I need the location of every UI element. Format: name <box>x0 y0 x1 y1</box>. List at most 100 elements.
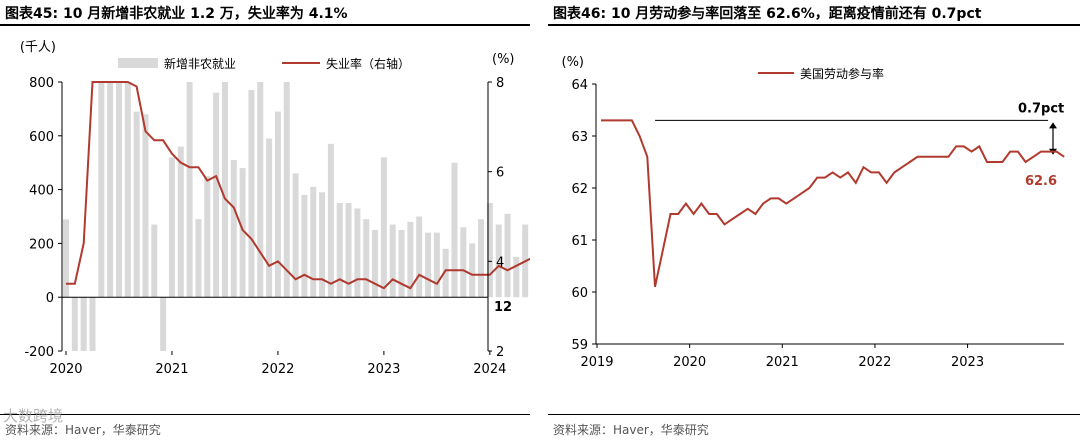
y-right-tick-label: 6 <box>496 166 504 181</box>
title-divider <box>548 24 1080 26</box>
y-left-tick-label: 400 <box>29 184 54 199</box>
pre-pandemic-reference: 0.7pct 62.6 <box>655 101 1064 189</box>
y-tick-label: 64 <box>571 78 588 93</box>
bar-2021-06 <box>213 92 220 298</box>
bar-2021-07 <box>221 82 228 298</box>
bar-2023-03 <box>398 229 405 298</box>
annotation-latest-value: 62.6 <box>1025 174 1057 189</box>
bar-2023-09 <box>451 162 458 298</box>
bar-2022-09 <box>345 203 352 298</box>
x-tick-label: 2020 <box>49 362 82 377</box>
footer-divider <box>548 414 1080 415</box>
bar-2022-03 <box>292 173 299 298</box>
bar-2020-05 <box>98 82 105 298</box>
title-divider <box>0 24 530 26</box>
bar-2022-11 <box>363 219 370 298</box>
bar-2020-02 <box>71 297 78 351</box>
y-tick-label: 60 <box>571 286 588 301</box>
y-right-unit: (%) <box>492 52 515 67</box>
bar-2021-05 <box>204 176 211 298</box>
bar-2021-01 <box>168 157 175 298</box>
legend-label-nonfarm: 新增非农就业 <box>164 56 236 71</box>
bar-2024-01 <box>486 203 493 298</box>
panel-participation-rate: 图表46: 10 月劳动参与率回落至 62.6%，距离疫情前还有 0.7pct … <box>548 0 1080 443</box>
footer-divider <box>0 414 530 415</box>
source-note: 资料来源：Haver，华泰研究 <box>5 423 161 437</box>
bar-2022-05 <box>310 186 317 298</box>
bar-2020-06 <box>107 82 114 298</box>
bar-2021-08 <box>230 160 237 298</box>
y-unit: (%) <box>562 55 585 70</box>
legend: 新增非农就业 失业率（右轴） <box>118 56 410 71</box>
y-left-unit: (千人) <box>20 40 56 55</box>
legend-swatch-bar <box>118 58 158 68</box>
y-right-tick-label: 2 <box>496 345 504 360</box>
nonfarm-unemployment-chart: -200 0 200 400 600 800 2 4 6 8 2020 2021 2022 2023 202… <box>20 40 530 377</box>
y-left-tick-label: 800 <box>29 76 54 91</box>
annotation-latest-payrolls: 12 <box>494 300 512 315</box>
y-tick-label: 61 <box>571 234 588 249</box>
bar-2023-11 <box>469 243 476 298</box>
bar-2020-03 <box>80 297 87 351</box>
y-right-tick-label: 4 <box>496 255 504 270</box>
bar-2021-09 <box>239 168 246 298</box>
bar-2022-08 <box>336 203 343 298</box>
x-tick-label: 2022 <box>261 362 294 377</box>
bar-2023-01 <box>380 157 387 298</box>
y-tick-label: 59 <box>571 338 588 353</box>
bar-2020-10 <box>142 114 149 298</box>
bar-2023-12 <box>478 219 485 298</box>
bar-series-nonfarm <box>63 82 529 351</box>
x-tick-label: 2021 <box>155 362 188 377</box>
line-series-participation <box>601 119 1065 288</box>
bar-2020-08 <box>124 82 131 298</box>
y-left-tick-label: -200 <box>24 345 54 360</box>
axes: 59 60 61 62 63 64 2019 2020 2021 2022 2023 (%) <box>562 55 1064 370</box>
x-tick-label: 2022 <box>858 355 891 370</box>
chart-title: 图表45: 10 月新增非农就业 1.2 万，失业率为 4.1% <box>5 6 348 22</box>
annotation-gap: 0.7pct <box>1018 101 1064 116</box>
bar-2023-06 <box>425 232 432 298</box>
bar-2023-02 <box>389 224 396 298</box>
source-note: 资料来源：Haver，华泰研究 <box>553 423 709 437</box>
y-left-tick-label: 200 <box>29 237 54 252</box>
x-tick-label: 2021 <box>766 355 799 370</box>
x-tick-label: 2019 <box>580 355 613 370</box>
x-tick-label: 2020 <box>673 355 706 370</box>
bar-2022-06 <box>319 192 326 298</box>
x-tick-label: 2023 <box>951 355 984 370</box>
bar-2023-04 <box>407 221 414 298</box>
gap-arrow-head-up <box>1049 122 1057 129</box>
watermark: 大数跨境 <box>3 407 64 425</box>
bar-2024-04 <box>513 256 520 298</box>
bar-2021-03 <box>186 82 193 298</box>
bar-2023-10 <box>460 227 467 298</box>
y-right-tick-label: 8 <box>496 76 504 91</box>
bar-2020-07 <box>115 82 122 298</box>
bar-2024-03 <box>504 213 511 298</box>
legend: 美国劳动参与率 <box>758 66 884 81</box>
bar-2021-11 <box>257 82 264 298</box>
y-left-tick-label: 0 <box>46 291 54 306</box>
bar-2023-05 <box>416 216 423 298</box>
bar-2023-08 <box>442 248 449 298</box>
bar-2022-07 <box>327 143 334 298</box>
bar-2022-02 <box>283 82 290 298</box>
bar-2022-01 <box>274 111 281 298</box>
chart-title: 图表46: 10 月劳动参与率回落至 62.6%，距离疫情前还有 0.7pct <box>553 6 982 22</box>
bar-2020-01 <box>63 219 69 298</box>
bar-2021-12 <box>266 138 273 298</box>
bar-2020-12 <box>160 297 167 351</box>
y-left-tick-label: 600 <box>29 130 54 145</box>
bar-2020-11 <box>151 224 158 298</box>
y-tick-label: 62 <box>571 182 588 197</box>
bar-2021-04 <box>195 219 202 298</box>
x-tick-label: 2023 <box>367 362 400 377</box>
bar-2022-12 <box>372 229 379 298</box>
bar-2022-04 <box>301 194 308 298</box>
legend-label-unemployment: 失业率（右轴） <box>326 56 410 71</box>
participation-rate-chart: 0.7pct 62.6 59 60 61 62 63 64 2019 2020 2021 2022 2… <box>562 55 1065 370</box>
bar-2020-09 <box>133 111 140 298</box>
panel-nonfarm-payrolls: 图表45: 10 月新增非农就业 1.2 万，失业率为 4.1% -200 0 20… <box>0 0 530 443</box>
bar-2023-07 <box>433 232 440 298</box>
